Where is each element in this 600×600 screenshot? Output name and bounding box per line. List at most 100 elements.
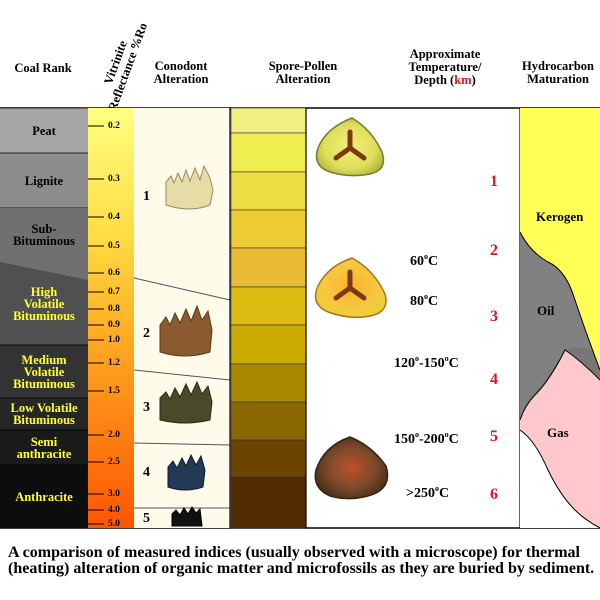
header-spore-pollen: Spore-Pollen Alteration <box>248 60 358 86</box>
spore-color-band <box>230 107 307 134</box>
ro-tick-label: 0.3 <box>108 174 120 184</box>
coal-rank-label: Lignite <box>0 153 88 208</box>
coal-rank-line: Volatile <box>23 296 65 311</box>
header-conodont-line1: Conodont <box>154 59 208 73</box>
coal-rank-line: Medium <box>21 352 67 367</box>
oil-label: Oil <box>537 303 555 318</box>
coal-rank-band <box>0 153 88 208</box>
ro-tick-label: 2.5 <box>108 457 120 467</box>
conodont-5-icon <box>171 506 203 527</box>
header-temperature: Approximate Temperature/ Depth (km) <box>390 48 500 87</box>
coal-rank-line: Peat <box>32 123 56 138</box>
spore-color-band <box>230 324 307 365</box>
conodont-1-icon <box>165 164 214 210</box>
coal-rank-band <box>0 345 88 398</box>
coal-rank-line: Bituminous <box>13 413 75 427</box>
temperature-4: 150o-200oC <box>394 430 459 447</box>
header-temp-line1: Approximate <box>409 47 481 61</box>
coal-rank-band <box>0 108 88 153</box>
kerogen-region <box>520 108 600 370</box>
spore-color-band <box>230 363 307 403</box>
header-spore-line2: Alteration <box>275 72 331 86</box>
temperature-2: 80oC <box>410 292 439 309</box>
spore-color-band <box>230 209 307 249</box>
conodont-4-icon <box>167 453 206 491</box>
ro-tick-label: 2.0 <box>108 430 120 440</box>
header-temp-line2: Temperature/ <box>408 60 482 74</box>
coal-rank-label: Anthracite <box>0 465 88 528</box>
ro-tick-label: 0.5 <box>108 241 120 251</box>
conodont-2-icon <box>159 304 213 357</box>
spore-color-band <box>230 132 307 173</box>
temperature-3: 120o-150oC <box>394 354 459 371</box>
coal-rank-line: Bituminous <box>13 308 75 323</box>
ro-tick-label: 3.0 <box>108 489 120 499</box>
spore-color-band <box>230 476 307 529</box>
coal-rank-line: anthracite <box>16 446 72 461</box>
ro-tick-label: 0.8 <box>108 304 120 314</box>
vitrinite-bar <box>88 108 134 528</box>
header-temp-close: ) <box>471 73 476 87</box>
coal-rank-line: Anthracite <box>15 489 73 504</box>
header-temp-line3: Depth ( <box>414 73 455 87</box>
depth-2: 2 <box>490 242 498 259</box>
spore-color-band <box>230 401 307 441</box>
ro-tick-label: 0.7 <box>108 287 120 297</box>
ro-tick-label: 4.0 <box>108 505 120 515</box>
coal-rank-label: Low Volatile Bituminous <box>0 398 88 430</box>
depth-1: 1 <box>490 173 498 190</box>
gas-label: Gas <box>547 425 569 440</box>
conodont-3-icon <box>159 380 213 424</box>
hydrocarbon-column <box>519 108 600 529</box>
spore-2-icon <box>314 257 387 319</box>
figure-caption: A comparison of measured indices (usuall… <box>8 544 595 577</box>
ro-ticks <box>88 125 104 525</box>
ro-tick-label: 1.0 <box>108 335 120 345</box>
depth-5: 5 <box>490 428 498 445</box>
conodont-stage-2: 2 <box>143 326 150 341</box>
header-hc-line1: Hydrocarbon <box>522 59 594 73</box>
coal-rank-band <box>0 465 88 528</box>
header-hc-line2: Maturation <box>527 72 589 86</box>
ro-tick-label: 5.0 <box>108 519 120 529</box>
ro-tick-label: 1.5 <box>108 386 120 396</box>
coal-rank-line: Sub- <box>31 222 57 236</box>
spore-color-band <box>230 171 307 211</box>
gas-region <box>520 350 600 528</box>
ro-tick-label: 0.6 <box>108 268 120 278</box>
coal-rank-band <box>0 398 88 430</box>
conodont-stage-1: 1 <box>143 189 150 204</box>
coal-rank-band <box>0 430 88 465</box>
coal-rank-line: Low Volatile <box>10 401 78 415</box>
coal-rank-line: Volatile <box>23 364 65 379</box>
conodont-stage-3: 3 <box>143 400 150 415</box>
spore-1-icon <box>315 117 385 177</box>
coal-rank-line: Bituminous <box>13 376 75 391</box>
conodont-stage-5: 5 <box>143 511 150 526</box>
spore-bands <box>230 107 307 529</box>
subbituminous-wedge <box>0 208 88 280</box>
temperature-5: >250oC <box>406 484 450 501</box>
header-temp-km: km <box>454 73 472 87</box>
ro-tick-label: 0.9 <box>108 320 120 330</box>
spore-color-band <box>230 286 307 326</box>
depth-4: 4 <box>490 371 498 388</box>
coal-rank-line: High <box>30 284 58 299</box>
header-conodont-line2: Alteration <box>153 72 209 86</box>
coal-rank-label: Semi anthracite <box>0 430 88 465</box>
spore-3-icon <box>314 436 389 500</box>
header-spore-line1: Spore-Pollen <box>268 59 338 73</box>
coal-rank-line: Lignite <box>24 173 64 188</box>
depth-6: 6 <box>490 486 498 503</box>
ro-tick-label: 1.2 <box>108 358 120 368</box>
coal-rank-label: High Volatile Bituminous <box>0 262 88 345</box>
spore-color-band <box>230 247 307 288</box>
conodont-column <box>133 108 231 528</box>
coal-rank-bands <box>0 107 88 528</box>
temperature-1: 60oC <box>410 252 439 269</box>
coal-rank-label: Sub- Bituminous <box>0 208 88 262</box>
depth-3: 3 <box>490 308 498 325</box>
header-conodont: Conodont Alteration <box>136 60 226 86</box>
conodont-stage-4: 4 <box>143 465 150 480</box>
